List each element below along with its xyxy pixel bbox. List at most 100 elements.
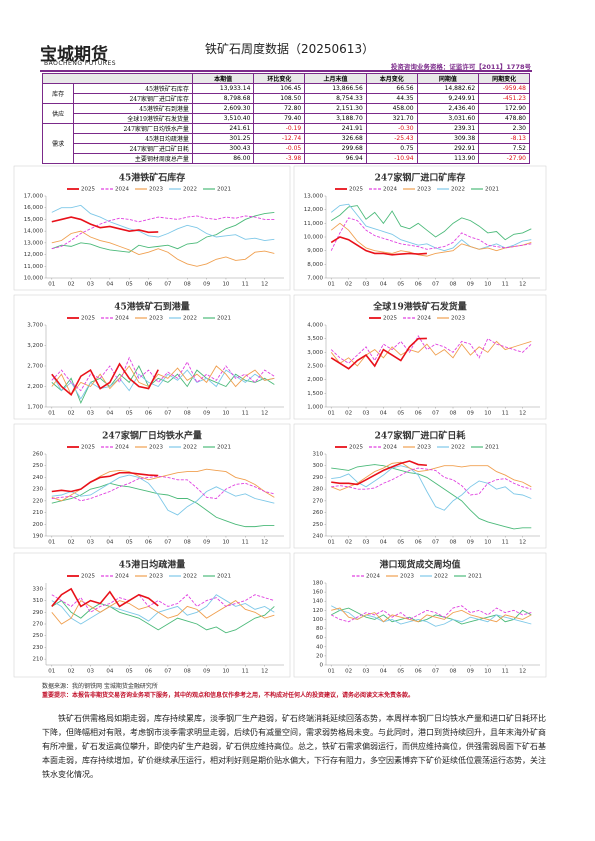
y-tick-label: 1,500 [307, 391, 323, 397]
x-tick-label: 09 [203, 669, 210, 675]
y-tick-label: 12,000 [24, 252, 44, 258]
y-tick-label: 260 [33, 452, 44, 458]
x-tick-label: 10 [222, 669, 229, 675]
x-tick-label: 01 [328, 669, 335, 675]
legend-label: 2024 [115, 187, 129, 193]
series-line [330, 337, 427, 370]
y-tick-label: 300 [313, 463, 324, 469]
legend-label: 2025 [349, 187, 363, 193]
y-tick-label: 250 [33, 463, 44, 469]
value-cell: -3.98 [253, 153, 306, 164]
y-tick-label: 12,000 [304, 207, 324, 213]
y-tick-label: 240 [313, 534, 324, 540]
series-line [330, 203, 532, 252]
x-tick-label: 09 [467, 669, 474, 675]
x-tick-label: 02 [345, 411, 352, 417]
x-tick-label: 04 [106, 540, 113, 546]
x-tick-label: 02 [68, 282, 75, 288]
value-cell: -27.90 [478, 153, 530, 164]
series-line [51, 471, 159, 493]
x-tick-label: 12 [519, 411, 526, 417]
series-line [51, 215, 275, 250]
x-tick-label: 12 [519, 540, 526, 546]
legend-label: 2024 [115, 445, 129, 451]
series-line [51, 369, 275, 400]
x-tick-label: 05 [397, 540, 404, 546]
legend-label: 2022 [183, 574, 197, 580]
y-tick-label: 11,000 [24, 264, 44, 270]
x-tick-label: 11 [242, 540, 249, 546]
series-line [331, 607, 532, 625]
x-tick-label: 03 [363, 669, 370, 675]
chart-frame [13, 552, 291, 678]
x-tick-label: 09 [467, 540, 474, 546]
legend-label: 2025 [383, 316, 397, 322]
legend-label: 2024 [383, 187, 397, 193]
x-tick-label: 07 [432, 540, 439, 546]
series-line [331, 605, 532, 623]
y-tick-label: 190 [33, 534, 44, 540]
series-line [51, 599, 275, 634]
series-line [331, 465, 532, 511]
x-tick-label: 10 [484, 540, 491, 546]
y-tick-label: 3,700 [27, 323, 43, 329]
series-line [51, 216, 159, 234]
x-tick-label: 09 [467, 282, 474, 288]
y-tick-label: 230 [33, 645, 44, 651]
x-tick-label: 03 [87, 282, 94, 288]
x-tick-label: 12 [519, 669, 526, 675]
chart-title: 45港日均疏港量 [119, 559, 186, 571]
y-tick-label: 240 [33, 475, 44, 481]
x-tick-label: 02 [68, 540, 75, 546]
y-tick-label: 17,000 [24, 194, 44, 200]
x-tick-label: 05 [126, 282, 133, 288]
legend-label: 2025 [81, 187, 95, 193]
chart-frame [13, 294, 291, 420]
y-tick-label: 13,000 [24, 240, 44, 246]
x-tick-label: 07 [164, 669, 171, 675]
x-tick-label: 10 [222, 411, 229, 417]
x-tick-label: 01 [48, 282, 55, 288]
x-tick-label: 05 [126, 411, 133, 417]
series-line [51, 211, 275, 253]
y-tick-label: 310 [313, 452, 324, 458]
x-tick-label: 06 [145, 411, 152, 417]
table-row: 需求 247家钢厂日均铁水产量 241.61 -0.19 241.91 -0.30 239.… [41, 123, 530, 164]
y-tick-label: 160 [313, 590, 324, 596]
series-line [51, 230, 275, 267]
y-tick-label: 180 [313, 581, 324, 587]
x-tick-label: 12 [261, 411, 268, 417]
legend-label: 2022 [434, 574, 448, 580]
y-tick-label: 15,000 [24, 217, 44, 223]
x-tick-label: 11 [502, 411, 509, 417]
x-tick-label: 11 [502, 282, 509, 288]
y-tick-label: 120 [313, 608, 324, 614]
y-tick-label: 1,000 [307, 405, 323, 411]
x-tick-label: 09 [203, 411, 210, 417]
y-tick-label: 260 [313, 510, 324, 516]
x-tick-label: 04 [106, 411, 113, 417]
x-tick-label: 04 [380, 282, 387, 288]
series-line [331, 467, 532, 496]
y-tick-label: 20 [316, 653, 323, 659]
legend-label: 2023 [149, 574, 163, 580]
y-tick-label: 10,000 [24, 276, 44, 282]
x-tick-label: 01 [328, 282, 335, 288]
y-tick-label: 210 [33, 510, 44, 516]
x-tick-label: 03 [363, 282, 370, 288]
y-tick-label: 140 [313, 599, 324, 605]
series-line [51, 475, 275, 502]
y-tick-label: 40 [316, 644, 323, 650]
series-line [51, 482, 275, 528]
x-tick-label: 04 [380, 669, 387, 675]
series-line [51, 204, 275, 241]
logo: 宝城期货 [40, 45, 108, 65]
series-line [330, 335, 532, 364]
x-tick-label: 07 [432, 282, 439, 288]
table-row: 主要钢材周度总产量 86.00 -3.98 96.94 -10.94 113.90 -27.… [43, 153, 530, 164]
legend-label: 2025 [349, 445, 363, 451]
y-tick-label: 2,200 [27, 384, 43, 390]
x-tick-label: 11 [242, 669, 249, 675]
y-tick-label: 270 [33, 622, 44, 628]
series-line [331, 464, 532, 530]
